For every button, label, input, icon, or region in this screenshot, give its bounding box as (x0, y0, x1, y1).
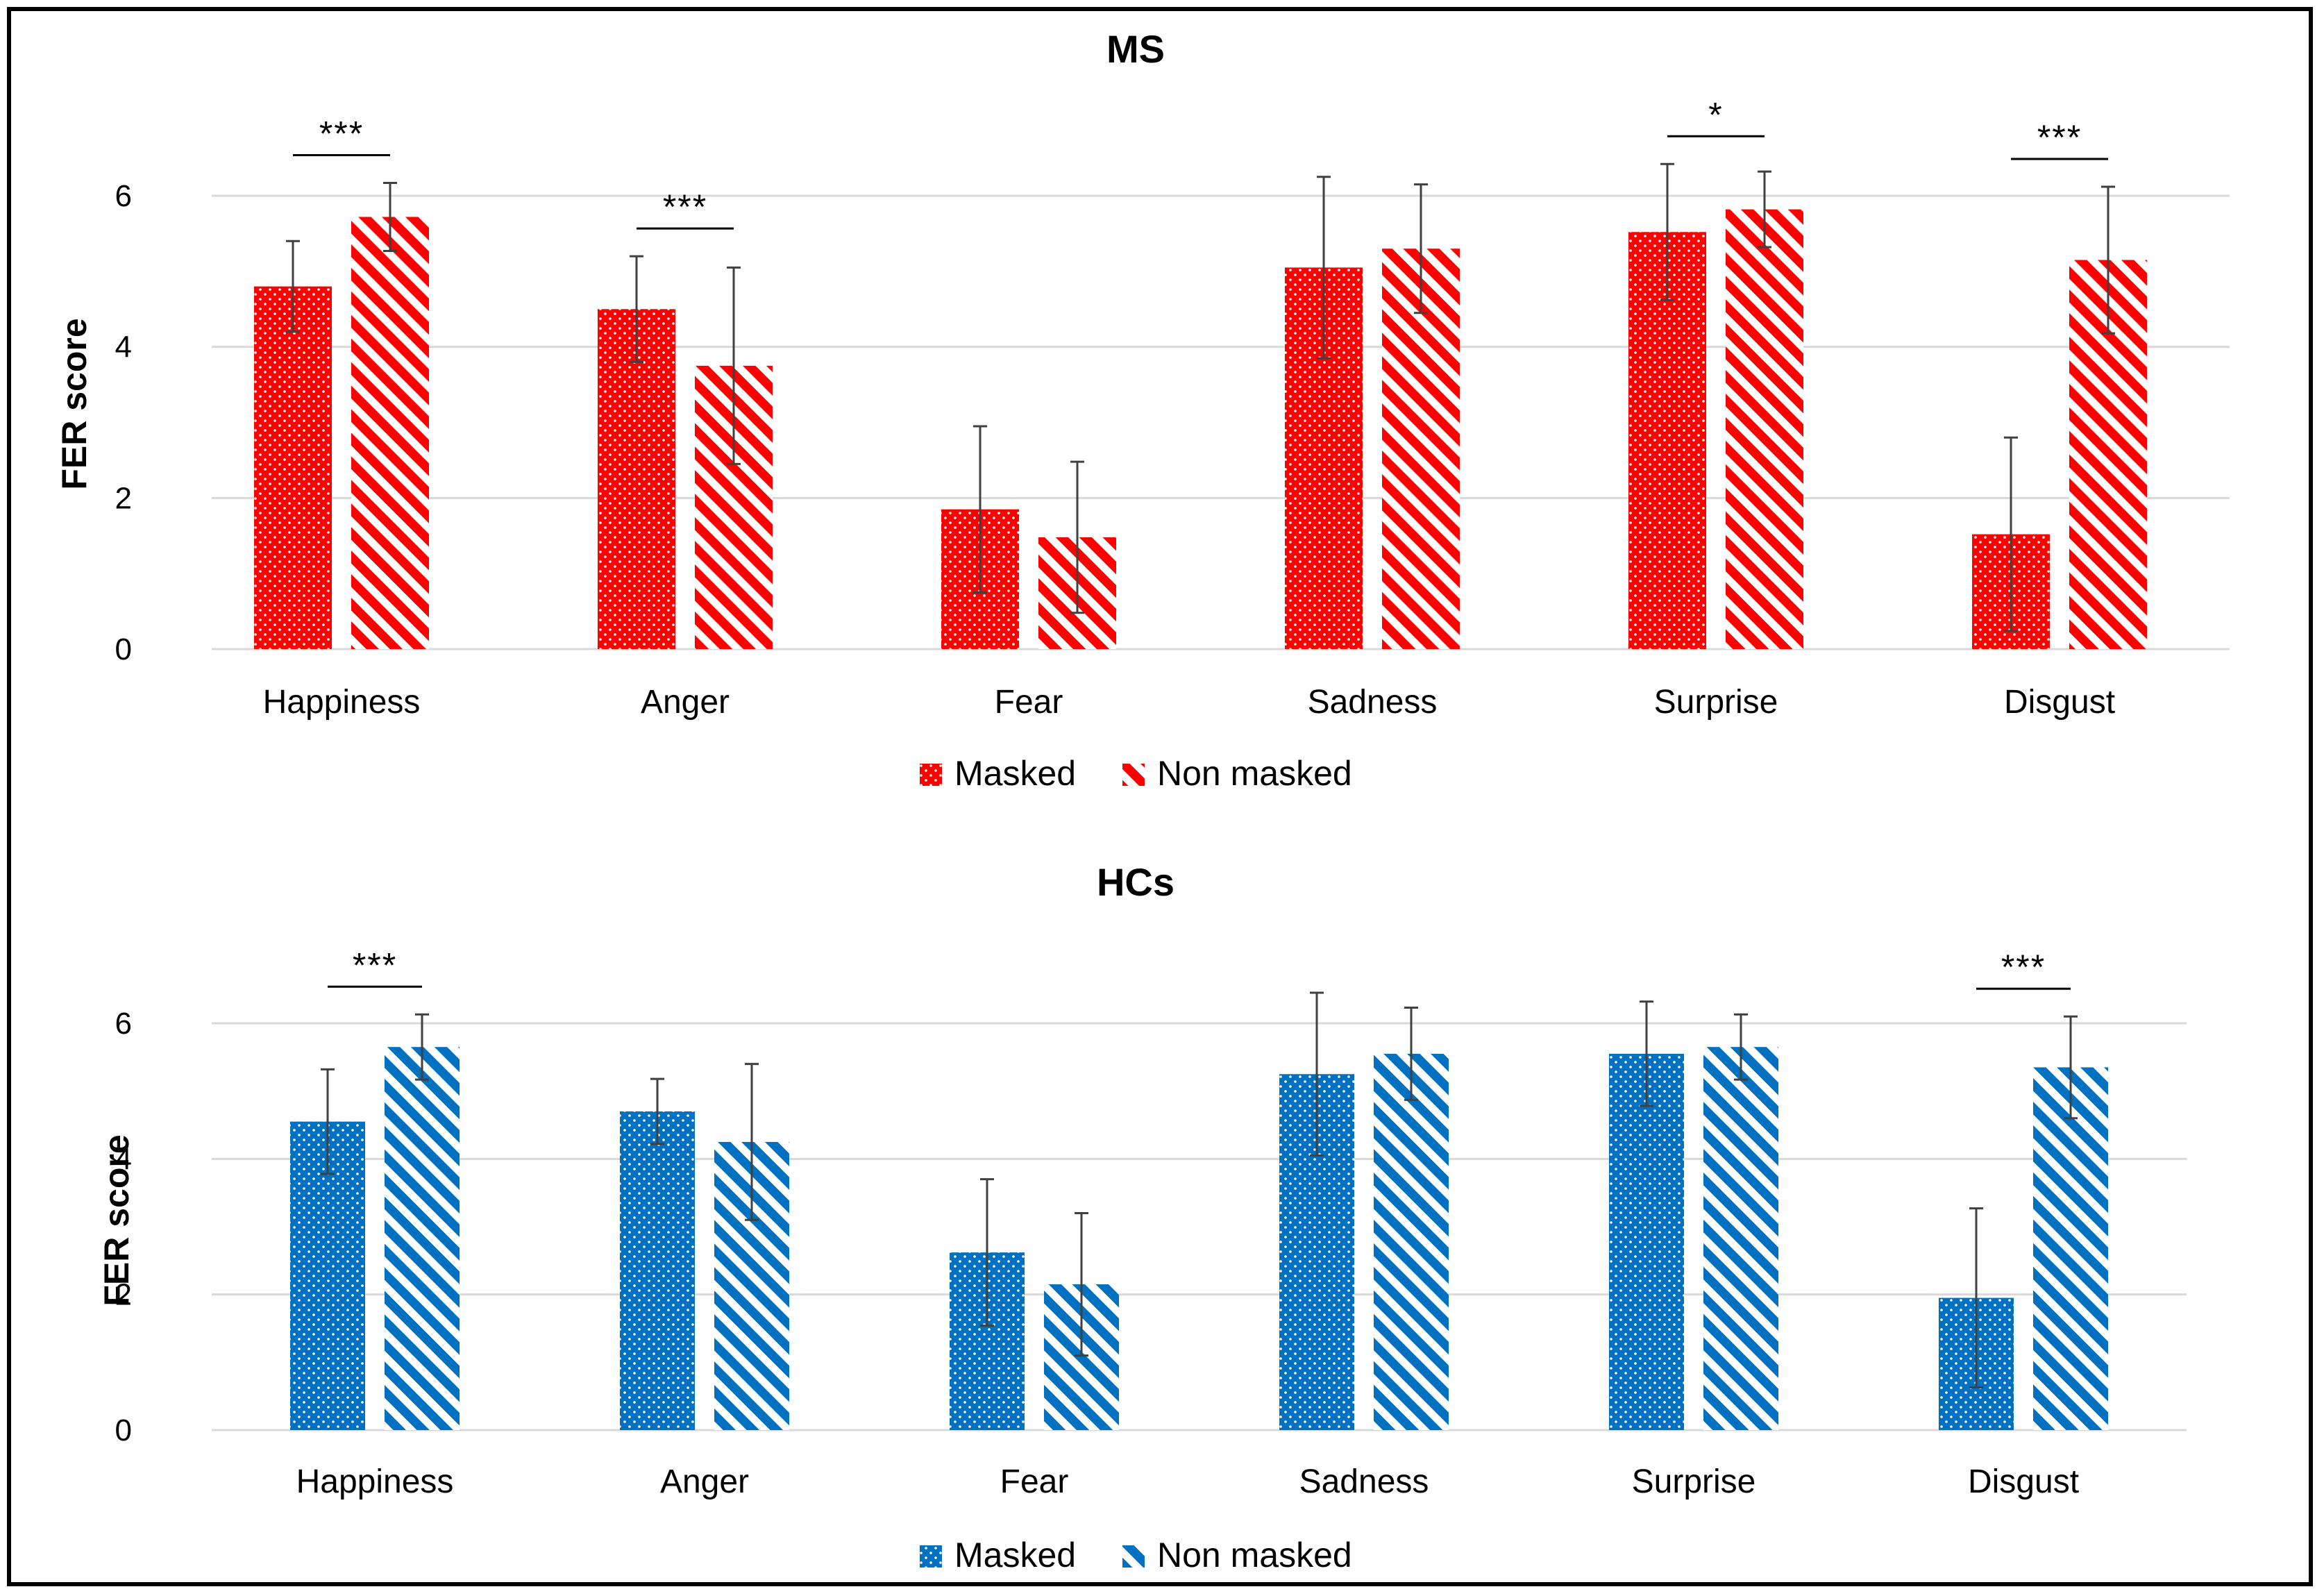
x-category-label-sadness: Sadness (1299, 1463, 1429, 1500)
x-category-label-happiness: Happiness (263, 684, 421, 721)
legend: Masked Non masked (920, 754, 1352, 793)
bar-masked-anger (598, 309, 675, 649)
legend-swatch-non-masked (1122, 764, 1145, 786)
bar-non-masked-disgust (2033, 1067, 2108, 1430)
x-category-label-anger: Anger (660, 1463, 749, 1500)
bar-non-masked-sadness (1382, 249, 1460, 649)
bar-masked-happiness (254, 286, 332, 650)
x-category-label-disgust: Disgust (1968, 1463, 2079, 1500)
x-category-label-sadness: Sadness (1308, 684, 1438, 721)
x-category-label-happiness: Happiness (296, 1463, 454, 1500)
significance-label-surprise: * (1708, 95, 1723, 134)
bar-non-masked-surprise (1726, 209, 1803, 650)
significance-label-happiness: *** (319, 114, 364, 153)
chart-title: MS (1106, 27, 1165, 71)
y-tick-label: 2 (115, 1278, 132, 1312)
legend-swatch-masked (920, 764, 942, 786)
y-tick-label: 0 (115, 632, 132, 666)
y-tick-label: 6 (115, 179, 132, 213)
legend-label-masked: Masked (954, 1536, 1076, 1574)
chart-title: HCs (1097, 860, 1174, 904)
bar-non-masked-happiness (385, 1047, 460, 1430)
legend: Masked Non masked (920, 1536, 1352, 1574)
y-tick-label: 4 (115, 330, 132, 364)
x-category-label-fear: Fear (1000, 1463, 1069, 1500)
legend-label-non-masked: Non masked (1157, 754, 1352, 793)
bar-masked-surprise (1628, 232, 1706, 649)
x-category-label-surprise: Surprise (1654, 684, 1778, 721)
x-category-label-surprise: Surprise (1632, 1463, 1756, 1500)
significance-label-disgust: *** (2001, 948, 2046, 986)
y-tick-label: 2 (115, 481, 132, 515)
x-category-label-fear: Fear (995, 684, 1063, 721)
significance-label-happiness: *** (353, 946, 397, 984)
y-axis-label: FER score (97, 1134, 136, 1306)
significance-label-anger: *** (663, 187, 707, 226)
legend-label-masked: Masked (954, 754, 1076, 793)
legend-label-non-masked: Non masked (1157, 1536, 1352, 1574)
y-tick-label: 6 (115, 1007, 132, 1041)
bar-masked-surprise (1609, 1053, 1684, 1430)
bar-masked-anger (620, 1111, 695, 1430)
bar-non-masked-happiness (351, 217, 429, 649)
y-tick-label: 4 (115, 1142, 132, 1176)
panel-hcs: HCs FER score 0 2 4 6 *** *** Happiness Anger… (97, 860, 2187, 1574)
bar-non-masked-sadness (1374, 1053, 1449, 1430)
y-axis-label: FER score (55, 318, 94, 489)
x-category-label-anger: Anger (641, 684, 730, 721)
y-tick-label: 0 (115, 1413, 132, 1447)
legend-swatch-non-masked (1122, 1545, 1145, 1568)
significance-label-disgust: *** (2037, 118, 2082, 157)
legend-swatch-masked (920, 1545, 942, 1568)
x-category-label-disgust: Disgust (2004, 684, 2115, 721)
bar-non-masked-surprise (1703, 1047, 1778, 1430)
